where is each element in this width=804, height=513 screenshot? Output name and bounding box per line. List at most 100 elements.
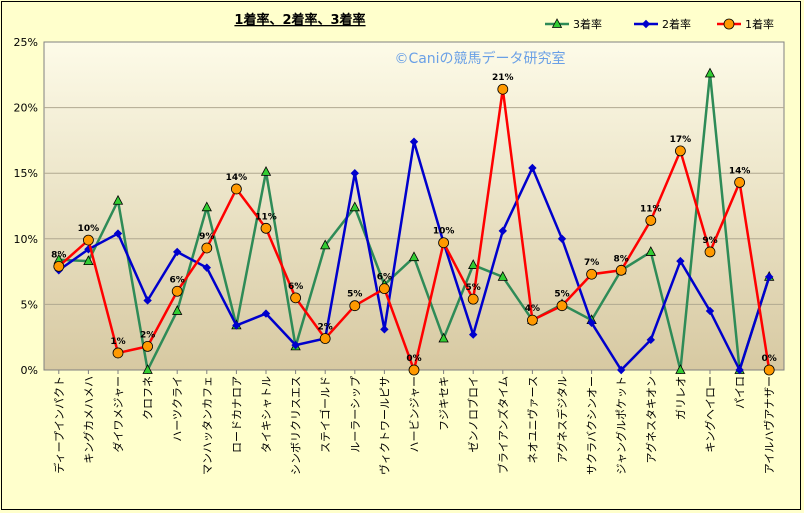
diamond-marker	[498, 226, 508, 236]
circle-marker	[527, 314, 538, 326]
circle-marker	[645, 215, 657, 226]
data-label: 8%	[614, 254, 629, 264]
circle-marker	[349, 300, 361, 312]
circle-marker	[615, 264, 627, 276]
diamond-marker	[735, 365, 744, 375]
diamond-marker	[380, 325, 389, 334]
circle-marker	[201, 242, 213, 254]
triangle-marker	[83, 255, 94, 266]
series-3	[53, 83, 775, 376]
plot-area	[43, 41, 785, 371]
gridlines	[44, 107, 784, 305]
data-labels: 8% 10% 1% 2% 6% 9% 14% 11% 6% 2% 5% 6% 0% 10% 5% 21% 4% 5…	[51, 73, 777, 364]
diamond-marker	[113, 229, 123, 238]
data-label: 10%	[433, 227, 455, 237]
data-label: 2%	[140, 330, 155, 340]
x-tick-label: ネオユニヴァース	[525, 376, 539, 463]
chart-title: 1着率、2着率、3着率	[234, 12, 365, 28]
data-label: 7%	[584, 258, 599, 268]
diamond-marker	[676, 256, 685, 266]
triangle-marker	[172, 305, 183, 315]
y-tick-label: 0%	[21, 364, 38, 377]
triangle-marker	[349, 201, 360, 212]
circle-marker	[467, 293, 479, 305]
legend-item: 1着率	[717, 17, 774, 31]
circle-marker	[112, 347, 124, 359]
x-tick-label: クロフネ	[142, 376, 155, 420]
data-label: 5%	[466, 283, 481, 293]
data-label: 1%	[110, 337, 125, 347]
diamond-marker	[409, 137, 419, 146]
diamond-marker	[172, 247, 182, 257]
triangle-marker	[142, 364, 153, 374]
data-label: 0%	[762, 354, 777, 364]
diamond-marker	[646, 335, 656, 345]
triangle-marker	[704, 67, 716, 78]
legend-item: 3着率	[545, 17, 602, 31]
circle-marker	[83, 234, 94, 246]
data-label: 4%	[525, 304, 540, 314]
x-tick-label: タイキシャトル	[260, 376, 273, 453]
x-axis: ディープインパクト キングカメハメハ ダイワメジャー クロフネ ハーツクライ マンハッタン…	[52, 370, 776, 475]
y-tick-label: 20%	[14, 102, 38, 115]
x-tick-label: キングカメハメハ	[81, 376, 95, 464]
data-label: 9%	[199, 232, 214, 242]
data-label: 11%	[640, 204, 662, 214]
data-label: 6%	[170, 275, 185, 285]
y-axis: 0% 5% 10% 15% 20% 25%	[14, 36, 38, 377]
series-2	[54, 137, 774, 375]
data-label: 10%	[78, 224, 100, 234]
diamond-marker	[143, 296, 152, 305]
triangle-marker	[675, 364, 686, 374]
x-tick-label: サクラバクシンオー	[586, 376, 599, 475]
diamond-marker	[528, 163, 537, 173]
diamond-marker	[557, 234, 567, 244]
data-label: 9%	[702, 236, 717, 246]
series-group	[53, 67, 775, 376]
triangle-marker	[645, 246, 656, 256]
x-tick-label: アグネスデジタル	[555, 376, 569, 463]
triangle-marker	[112, 194, 124, 205]
circle-marker	[675, 145, 686, 157]
x-tick-label: アグネスタキオン	[644, 376, 658, 463]
data-label: 17%	[670, 135, 692, 145]
diamond-marker	[468, 330, 478, 339]
x-tick-label: シンボリクリスエス	[290, 376, 303, 475]
x-tick-label: キングヘイロー	[703, 376, 717, 453]
legend-circle-marker	[723, 18, 735, 30]
diamond-marker	[291, 340, 300, 350]
x-tick-label: ハービンジャー	[408, 376, 421, 452]
x-tick-label: ヴィクトワールピサ	[377, 376, 391, 475]
y-tick-label: 15%	[14, 167, 38, 180]
circle-marker	[438, 237, 450, 249]
data-label: 0%	[406, 354, 421, 364]
circle-marker	[408, 364, 420, 376]
diamond-marker	[587, 318, 596, 327]
x-tick-label: ガリレオ	[674, 376, 687, 420]
diamond-marker	[705, 306, 715, 316]
diamond-marker	[232, 321, 241, 330]
data-label: 14%	[729, 166, 751, 176]
legend-triangle-marker	[551, 18, 563, 28]
circle-marker	[171, 285, 183, 297]
data-label: 6%	[288, 282, 303, 292]
legend: 3着率 2着率 1着率	[545, 17, 774, 31]
x-tick-label: ブライアンズタイム	[496, 376, 510, 474]
x-tick-label: ダイワメジャー	[111, 376, 125, 452]
data-label: 5%	[347, 290, 362, 300]
x-tick-label: ロードカナロア	[230, 376, 243, 453]
x-tick-label: マンハッタンカフェ	[201, 376, 214, 475]
legend-item: 2着率	[634, 17, 691, 31]
triangle-marker	[320, 239, 331, 250]
data-label: 6%	[377, 273, 392, 283]
triangle-marker	[438, 332, 449, 343]
legend-label: 2着率	[662, 17, 691, 31]
circle-marker	[142, 340, 154, 352]
circle-marker	[586, 268, 597, 280]
x-tick-label: アイルハヴアナザー	[762, 376, 776, 474]
circle-marker	[260, 222, 272, 234]
y-tick-label: 5%	[21, 298, 38, 311]
legend-label: 3着率	[573, 17, 602, 31]
triangle-marker	[497, 270, 508, 281]
